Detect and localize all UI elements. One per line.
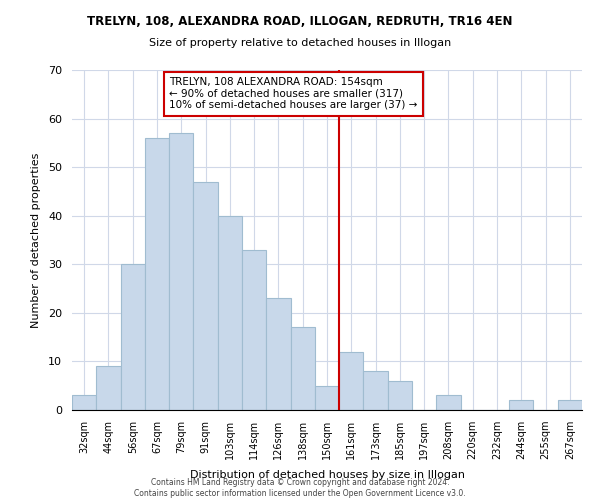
Text: TRELYN, 108, ALEXANDRA ROAD, ILLOGAN, REDRUTH, TR16 4EN: TRELYN, 108, ALEXANDRA ROAD, ILLOGAN, RE… <box>87 15 513 28</box>
Bar <box>72 396 96 410</box>
Bar <box>290 328 315 410</box>
Bar <box>436 396 461 410</box>
Bar <box>266 298 290 410</box>
Bar <box>193 182 218 410</box>
Bar <box>315 386 339 410</box>
Bar <box>121 264 145 410</box>
Bar <box>558 400 582 410</box>
Bar <box>339 352 364 410</box>
Bar <box>509 400 533 410</box>
Bar <box>169 133 193 410</box>
Bar <box>145 138 169 410</box>
Bar <box>218 216 242 410</box>
Y-axis label: Number of detached properties: Number of detached properties <box>31 152 41 328</box>
Text: Size of property relative to detached houses in Illogan: Size of property relative to detached ho… <box>149 38 451 48</box>
Bar <box>364 371 388 410</box>
Text: TRELYN, 108 ALEXANDRA ROAD: 154sqm
← 90% of detached houses are smaller (317)
10: TRELYN, 108 ALEXANDRA ROAD: 154sqm ← 90%… <box>169 78 418 110</box>
Bar <box>388 381 412 410</box>
X-axis label: Distribution of detached houses by size in Illogan: Distribution of detached houses by size … <box>190 470 464 480</box>
Text: Contains HM Land Registry data © Crown copyright and database right 2024.
Contai: Contains HM Land Registry data © Crown c… <box>134 478 466 498</box>
Bar <box>242 250 266 410</box>
Bar <box>96 366 121 410</box>
